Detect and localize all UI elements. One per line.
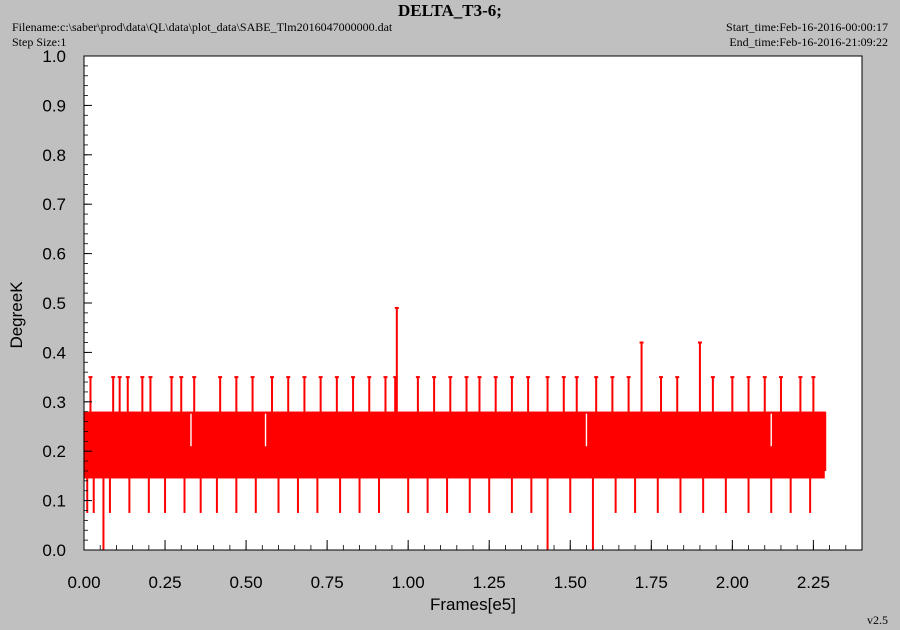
x-tick-label-3: 0.75 [311, 573, 344, 592]
x-tick-label-4: 1.00 [392, 573, 425, 592]
x-tick-label-2: 0.50 [230, 573, 263, 592]
x-tick-label-7: 1.75 [635, 573, 668, 592]
y-tick-label-2: 0.2 [42, 442, 66, 461]
end-time-label: End_time:Feb-16-2016-21:09:22 [729, 35, 888, 49]
y-tick-label-6: 0.6 [42, 245, 66, 264]
y-tick-label-3: 0.3 [42, 393, 66, 412]
x-tick-label-5: 1.25 [473, 573, 506, 592]
y-tick-label-10: 1.0 [42, 47, 66, 66]
y-tick-label-7: 0.7 [42, 195, 66, 214]
x-tick-label-0: 0.00 [67, 573, 100, 592]
x-axis-label: Frames[e5] [430, 595, 516, 614]
version-label: v2.5 [867, 613, 888, 627]
x-tick-label-1: 0.25 [148, 573, 181, 592]
axes-layer: 0.0 0.1 0.2 0.3 0.4 0.5 0.6 0.7 0.8 0.9 1.0 0.00 0.2… [42, 47, 863, 592]
x-tick-label-9: 2.25 [797, 573, 830, 592]
y-tick-label-4: 0.4 [42, 343, 66, 362]
x-tick-label-8: 2.00 [716, 573, 749, 592]
y-tick-label-0: 0.0 [42, 541, 66, 560]
y-tick-label-5: 0.5 [42, 294, 66, 313]
start-time-label: Start_time:Feb-16-2016-00:00:17 [726, 20, 888, 34]
x-tick-label-6: 1.50 [554, 573, 587, 592]
chart-title: DELTA_T3-6; [398, 1, 502, 20]
filename-label: Filename:c:\saber\prod\data\QL\data\plot… [12, 20, 393, 34]
y-axis-label: DegreeK [7, 281, 26, 349]
y-tick-label-8: 0.8 [42, 146, 66, 165]
y-tick-label-9: 0.9 [42, 96, 66, 115]
data-band-fill [84, 411, 825, 479]
series-layer [83, 306, 827, 550]
y-tick-label-1: 0.1 [42, 492, 66, 511]
step-size-label: Step Size:1 [12, 35, 67, 49]
